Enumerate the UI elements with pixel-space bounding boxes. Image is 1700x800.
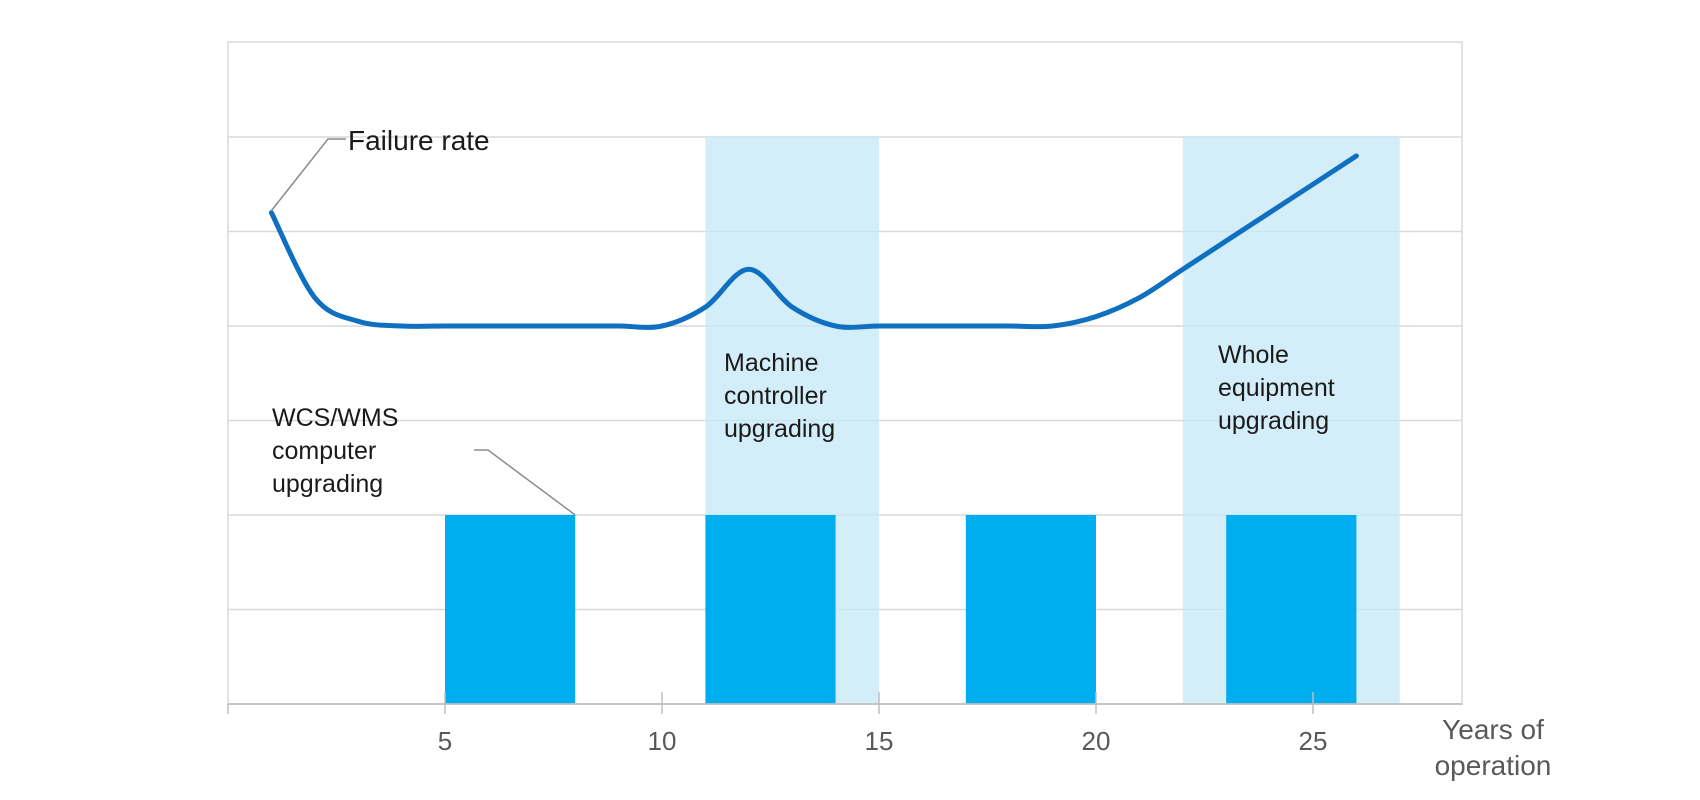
failure-rate-line: [268, 153, 1359, 330]
annotation-whole: Whole: [1218, 341, 1289, 369]
annotation-wcs: upgrading: [272, 470, 383, 498]
annotation-machine: upgrading: [724, 415, 835, 443]
upgrade-bar-2: [705, 515, 836, 704]
failure-rate-leader: [270, 138, 346, 212]
annotation-whole: upgrading: [1218, 407, 1329, 435]
annotation-machine: Machine: [724, 349, 819, 377]
annotation-wcs: computer: [272, 437, 376, 465]
x-tick-label: 10: [648, 726, 677, 756]
x-tick-label: 25: [1299, 726, 1328, 756]
upgrade-bar-1: [445, 515, 576, 704]
x-tick-label: 20: [1082, 726, 1111, 756]
failure-rate-series: [268, 153, 1359, 330]
annotation-failure-rate: Failure rate: [348, 125, 490, 156]
annotations: Failure rate WCS/WMS computer upgrading Mach…: [272, 125, 1335, 498]
x-axis-title-line: Years of: [1442, 714, 1544, 745]
x-axis-title-line: operation: [1435, 750, 1552, 781]
x-axis: 5 10 15 20 25 Years of operation: [227, 692, 1552, 781]
annotation-machine: controller: [724, 382, 827, 410]
upgrade-bars: [445, 515, 1357, 704]
callout-leaders: [270, 138, 576, 516]
upgrade-bar-4: [1226, 515, 1357, 704]
wcs-leader: [474, 449, 576, 516]
x-tick-label: 15: [865, 726, 894, 756]
annotation-whole: equipment: [1218, 374, 1335, 402]
x-tick-label: 5: [438, 726, 452, 756]
upgrade-bar-3: [965, 515, 1096, 704]
annotation-wcs: WCS/WMS: [272, 404, 398, 432]
